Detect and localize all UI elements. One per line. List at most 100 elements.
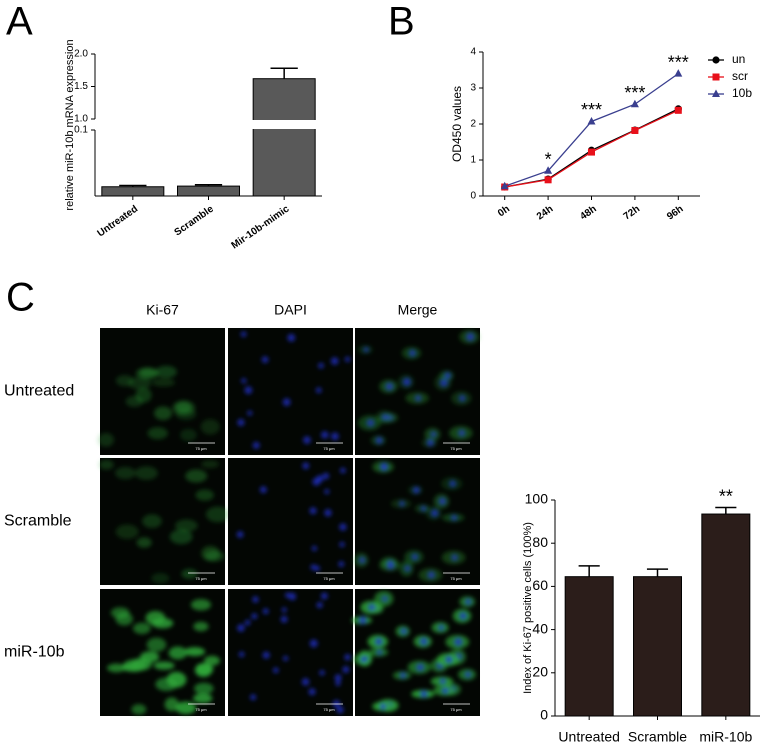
cell-cytoplasm xyxy=(110,607,130,619)
cell-nucleus xyxy=(445,656,453,664)
y-tick-label: 60 xyxy=(532,577,548,593)
marker xyxy=(674,106,682,114)
cell-nucleus xyxy=(324,488,330,495)
scale-bar-label: 75 μm xyxy=(450,707,462,712)
image-background xyxy=(228,589,353,716)
cell-nucleus xyxy=(311,545,318,552)
cell-nucleus xyxy=(316,602,323,609)
legend-label: 10b xyxy=(732,86,752,100)
cell-nucleus xyxy=(385,382,394,391)
marker xyxy=(544,166,553,174)
y-tick-label: 100 xyxy=(525,491,549,507)
y-tick-label: 4 xyxy=(470,47,476,58)
cell-nucleus xyxy=(415,395,421,401)
cell-nucleus xyxy=(379,703,387,710)
cell-nucleus xyxy=(287,333,296,342)
cell-cytoplasm xyxy=(133,622,151,635)
cell-cytoplasm xyxy=(151,573,170,584)
legend-label: scr xyxy=(732,69,748,83)
cell-nucleus xyxy=(315,387,322,394)
y-tick-label: 2.0 xyxy=(74,49,88,60)
x-tick-label: 0h xyxy=(496,204,512,220)
row-label: Scramble xyxy=(4,513,72,530)
cell-nucleus xyxy=(431,509,439,517)
cell-nucleus xyxy=(375,637,383,646)
cell-nucleus xyxy=(458,429,465,437)
bar xyxy=(701,513,751,717)
cell-cytoplasm xyxy=(204,655,221,666)
cell-nucleus xyxy=(441,687,449,694)
cell-nucleus xyxy=(324,509,332,517)
cell-nucleus xyxy=(416,663,424,671)
micro-image: 75 μm xyxy=(97,328,225,455)
cell-nucleus xyxy=(459,612,467,620)
cell-cytoplasm xyxy=(115,466,136,480)
bar xyxy=(101,186,165,197)
cell-cytoplasm xyxy=(135,466,158,480)
marker xyxy=(587,116,596,125)
micro-image: 75 μm xyxy=(228,458,353,585)
cell-nucleus xyxy=(427,571,435,579)
panel-label: C xyxy=(6,276,35,320)
y-tick-label: 1.0 xyxy=(74,114,88,125)
y-tick-label: 2 xyxy=(470,119,476,130)
cell-nucleus xyxy=(250,694,257,701)
cell-cytoplasm xyxy=(146,637,167,652)
cell-nucleus xyxy=(400,628,407,635)
cell-nucleus xyxy=(251,613,258,620)
marker xyxy=(712,56,720,64)
cell-nucleus xyxy=(262,651,270,659)
cell-nucleus xyxy=(439,678,446,685)
cell-cytoplasm xyxy=(145,610,166,625)
cell-nucleus xyxy=(344,654,351,661)
cell-nucleus xyxy=(399,501,405,507)
cell-nucleus xyxy=(376,649,383,655)
cell-nucleus xyxy=(261,356,269,363)
panel-label: A xyxy=(6,0,33,44)
cell-cytoplasm xyxy=(180,428,197,442)
cell-nucleus xyxy=(466,333,475,341)
cell-cytoplasm xyxy=(97,432,115,447)
cell-nucleus xyxy=(382,596,388,602)
cell-cytoplasm xyxy=(190,599,212,611)
cell-nucleus xyxy=(237,418,245,427)
cell-cytoplasm xyxy=(151,378,176,387)
cells xyxy=(236,462,347,572)
cell-nucleus xyxy=(360,656,367,663)
cell-nucleus xyxy=(322,472,330,480)
cell-cytoplasm xyxy=(99,459,114,470)
cells xyxy=(99,459,230,584)
cell-cytoplasm xyxy=(172,400,196,416)
cell-cytoplasm xyxy=(125,395,144,408)
cell-nucleus xyxy=(336,706,344,714)
cell-nucleus xyxy=(368,604,376,611)
cell-nucleus xyxy=(319,669,325,676)
cell-nucleus xyxy=(309,639,318,648)
cell-nucleus xyxy=(465,598,472,605)
cell-nucleus xyxy=(238,651,245,658)
cell-nucleus xyxy=(381,413,389,421)
cell-nucleus xyxy=(400,672,406,679)
cell-nucleus xyxy=(244,619,251,626)
micro-image: 75 μm xyxy=(228,589,353,716)
cell-cytoplasm xyxy=(164,697,179,712)
scale-bar-label: 75 μm xyxy=(195,576,207,581)
marker xyxy=(631,126,639,134)
cell-nucleus xyxy=(409,349,416,357)
cell-cytoplasm xyxy=(115,524,139,540)
cell-cytoplasm xyxy=(201,460,220,469)
micro-image: 75 μm xyxy=(351,589,480,716)
column-header: DAPI xyxy=(274,302,307,318)
column-header: Merge xyxy=(398,302,438,318)
y-tick-label: 0.1 xyxy=(74,125,88,136)
cell-cytoplasm xyxy=(195,489,214,501)
cell-nucleus xyxy=(339,541,345,548)
micro-image: 75 μm xyxy=(228,328,353,455)
cell-nucleus xyxy=(451,554,458,561)
cell-cytoplasm xyxy=(127,377,152,390)
cells xyxy=(237,331,351,449)
cell-nucleus xyxy=(262,608,269,615)
cell-nucleus xyxy=(412,486,420,494)
cell-cytoplasm xyxy=(136,537,152,548)
